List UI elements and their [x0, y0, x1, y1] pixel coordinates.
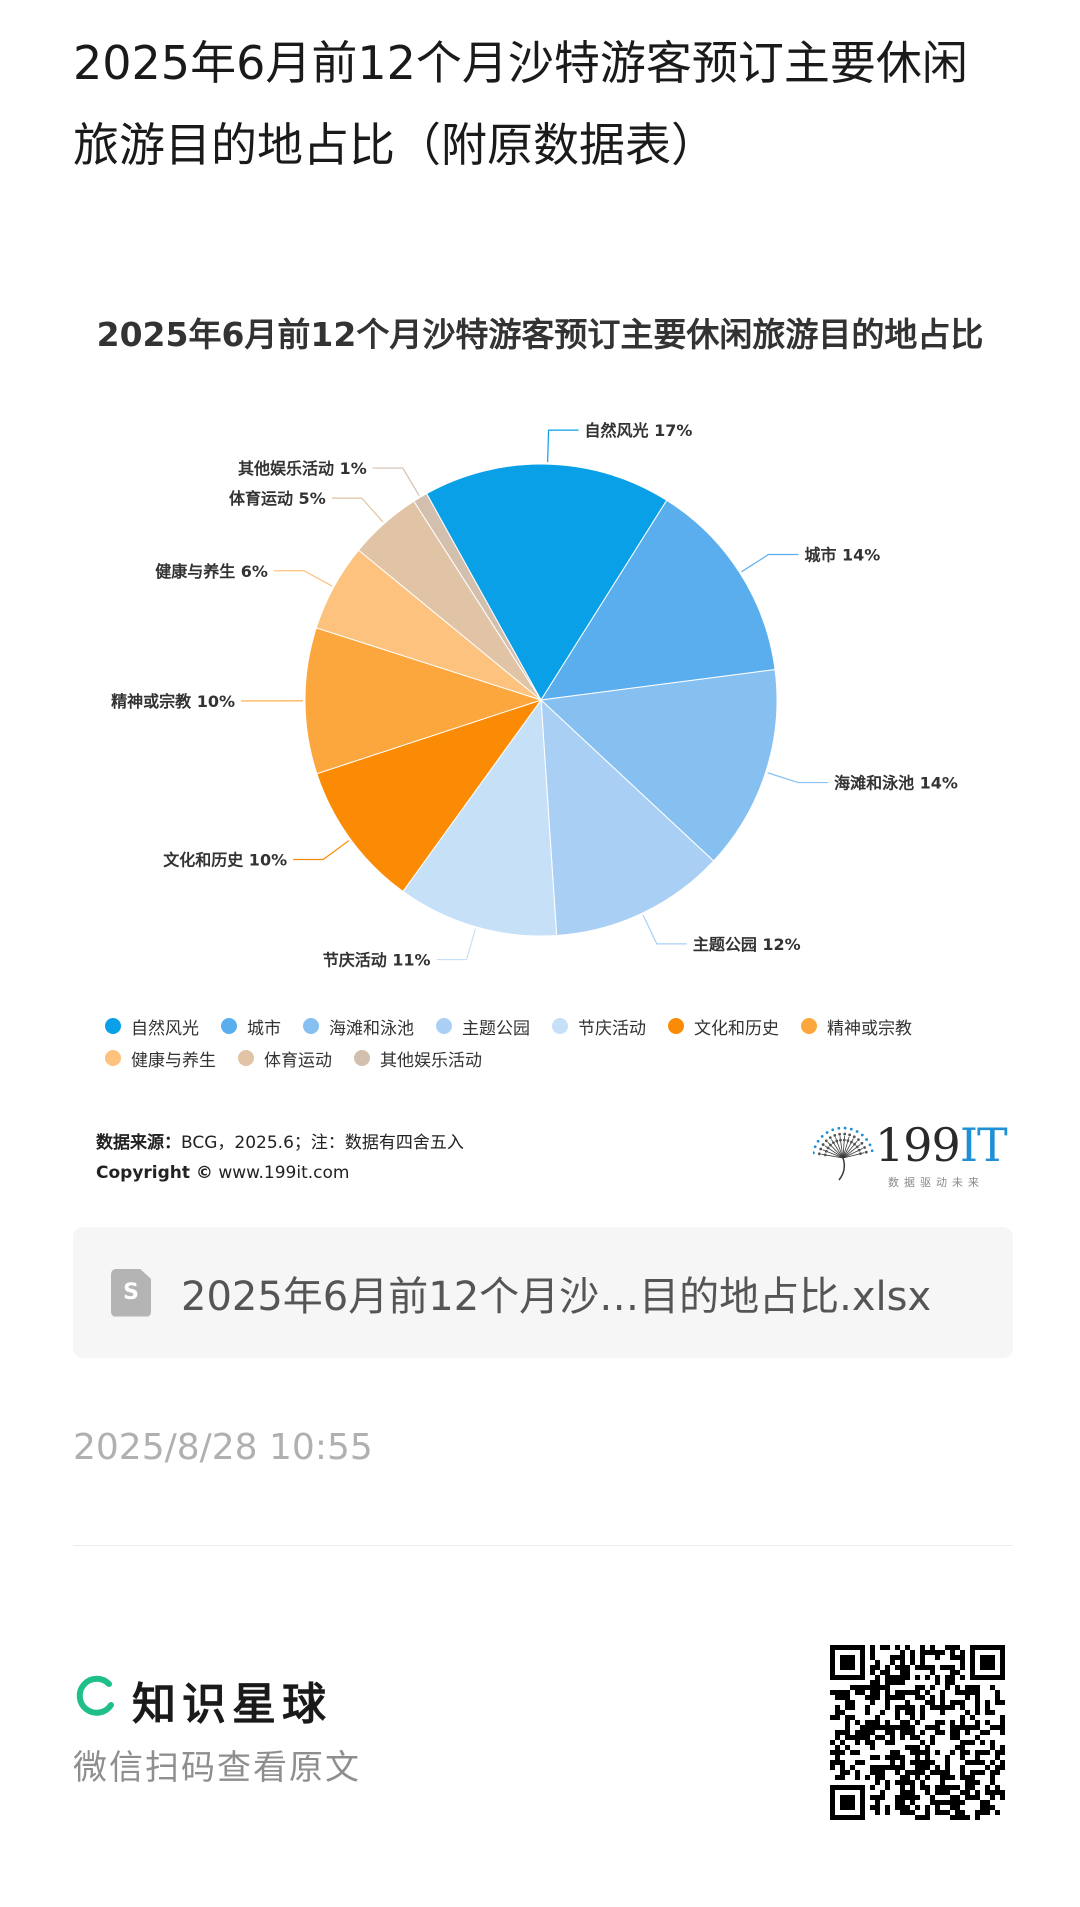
slice-label-0: 自然风光 17%: [585, 421, 693, 440]
spreadsheet-file-icon: S: [111, 1268, 151, 1317]
dandelion-logo-icon: [813, 1126, 874, 1181]
legend-label-3: 主题公园: [462, 1018, 530, 1039]
legend-dot-6: [801, 1018, 817, 1034]
copyright-label: Copyright ©: [96, 1163, 213, 1183]
legend-label-2: 海滩和泳池: [329, 1018, 414, 1039]
leader-line-9: [372, 467, 420, 496]
legend-label-9: 其他娱乐活动: [380, 1050, 482, 1071]
slice-label-6: 精神或宗教 10%: [111, 692, 235, 711]
source-text: BCG，2025.6；注：数据有四舍五入: [181, 1133, 464, 1153]
leader-line-3: [642, 914, 687, 945]
zhishixingqiu-logo-icon: [76, 1675, 114, 1716]
legend-label-0: 自然风光: [131, 1018, 199, 1039]
legend-item-5: 文化和历史: [668, 1013, 779, 1039]
slice-label-9: 其他娱乐活动 1%: [238, 459, 367, 478]
legend-label-5: 文化和历史: [694, 1018, 779, 1039]
pie-slice-5: [316, 699, 543, 893]
legend-item-7: 健康与养生: [105, 1045, 216, 1071]
leader-line-7: [273, 570, 333, 587]
legend-item-1: 城市: [221, 1013, 281, 1039]
pie-slice-6: [304, 627, 543, 775]
legend-dot-0: [105, 1018, 121, 1034]
leader-line-2: [767, 772, 829, 784]
legend-item-6: 精神或宗教: [801, 1013, 912, 1039]
legend-dot-5: [668, 1018, 684, 1034]
brand-name: 199IT: [875, 1118, 1008, 1172]
chart-legend: 自然风光 城市 海滩和泳池 主题公园 节庆活动 文化和历史 精神或宗教健康与养生 体育运动 其他…: [105, 1013, 1005, 1071]
leader-line-1: [741, 553, 799, 573]
pie-slice-3: [540, 698, 715, 937]
slice-label-8: 体育运动 5%: [229, 489, 326, 508]
pie-slice-0: [425, 463, 668, 701]
legend-dot-9: [354, 1050, 370, 1066]
legend-label-6: 精神或宗教: [827, 1018, 912, 1039]
pie-slice-4: [402, 698, 558, 937]
qr-code-icon[interactable]: [830, 1645, 1005, 1820]
attachment-file[interactable]: S 2025年6月前12个月沙…目的地占比.xlsx: [73, 1227, 1013, 1358]
legend-item-3: 主题公园: [436, 1013, 530, 1039]
slice-label-3: 主题公园 12%: [693, 935, 801, 954]
legend-dot-3: [436, 1018, 452, 1034]
legend-item-8: 体育运动: [238, 1045, 332, 1071]
leader-line-0: [547, 429, 579, 463]
legend-dot-2: [303, 1018, 319, 1034]
chart-card: 2025年6月前12个月沙特游客预订主要休闲旅游目的地占比 自然风光 17% 城市…: [73, 280, 1008, 1200]
leader-line-8: [331, 497, 384, 523]
slice-label-4: 节庆活动 11%: [323, 951, 431, 970]
legend-dot-8: [238, 1050, 254, 1066]
legend-label-1: 城市: [247, 1018, 281, 1039]
chart-title: 2025年6月前12个月沙特游客预订主要休闲旅游目的地占比: [96, 315, 984, 354]
legend-item-4: 节庆活动: [552, 1013, 646, 1039]
pie-chart: 自然风光 17% 城市 14% 海滩和泳池 14% 主题公园 12% 节庆活动 11% 文…: [111, 421, 958, 970]
legend-dot-7: [105, 1050, 121, 1066]
pie-slice-2: [539, 669, 778, 862]
pie-slice-1: [540, 499, 776, 701]
copyright-url: www.199it.com: [218, 1163, 350, 1183]
attachment-file-name: 2025年6月前12个月沙…目的地占比.xlsx: [181, 1273, 932, 1320]
legend-label-7: 健康与养生: [131, 1050, 216, 1071]
slice-label-1: 城市 14%: [804, 546, 880, 565]
post-timestamp: 2025/8/28 10:55: [73, 1427, 373, 1468]
legend-item-0: 自然风光: [105, 1013, 199, 1039]
brand-199it-logo: 199IT 数据驱动未来: [813, 1118, 1008, 1189]
legend-label-8: 体育运动: [264, 1050, 332, 1071]
source-label: 数据来源：: [96, 1133, 181, 1153]
legend-label-4: 节庆活动: [578, 1018, 646, 1039]
leader-line-5: [293, 840, 350, 861]
post-title: 2025年6月前12个月沙特游客预订主要休闲旅游目的地占比（附原数据表）: [73, 36, 968, 172]
slice-label-5: 文化和历史 10%: [163, 850, 287, 869]
divider: [73, 1545, 1013, 1546]
scan-hint: 微信扫码查看原文: [73, 1748, 361, 1788]
legend-dot-1: [221, 1018, 237, 1034]
legend-item-9: 其他娱乐活动: [354, 1045, 482, 1071]
slice-label-2: 海滩和泳池 14%: [834, 774, 958, 793]
chart-source-note: 数据来源：BCG，2025.6；注：数据有四舍五入 Copyright © ww…: [96, 1128, 464, 1188]
slice-label-7: 健康与养生 6%: [155, 562, 268, 581]
legend-dot-4: [552, 1018, 568, 1034]
brand-tagline: 数据驱动未来: [888, 1176, 984, 1189]
leader-line-4: [436, 928, 476, 961]
footer-brand-name: 知识星球: [132, 1679, 332, 1730]
pie-slice-9: [413, 492, 542, 701]
legend-item-2: 海滩和泳池: [303, 1013, 414, 1039]
